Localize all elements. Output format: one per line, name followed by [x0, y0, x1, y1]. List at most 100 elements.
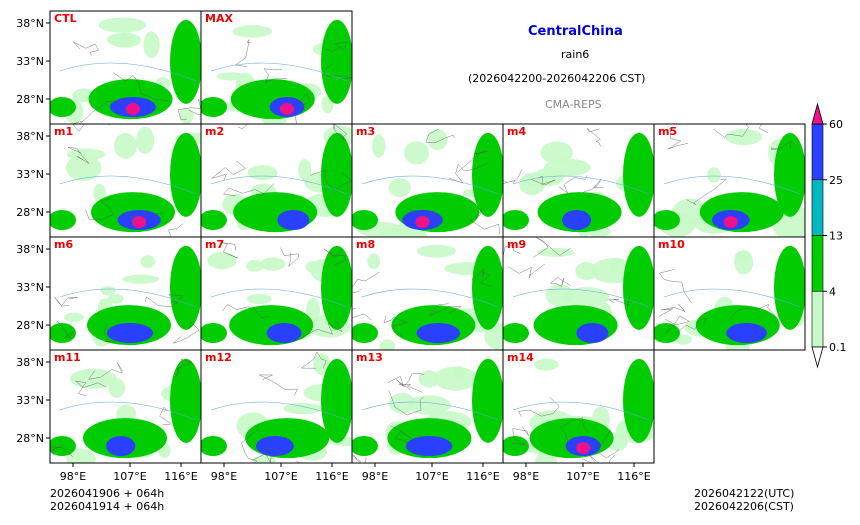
rain-area-heavy: [416, 323, 461, 344]
latitude-ticks: 38°N 33°N 28°N 38°N 33°N 28°N 38°N 33°N 28°N 38°N…: [16, 17, 50, 445]
y-tick-label: 28°N: [16, 206, 44, 219]
province-borders: [352, 372, 425, 463]
rain-area-light: [135, 126, 155, 154]
y-tick-label: 38°N: [16, 130, 44, 143]
panel-m12: m12: [200, 349, 353, 464]
panel-MAX: MAX: [200, 10, 353, 125]
colorbar-segment: [811, 179, 824, 236]
rain-area-moderate: [654, 323, 680, 344]
colorbar-tick-label: 13: [829, 230, 843, 243]
panel-frame: [502, 349, 655, 464]
panel-m7: m7: [200, 236, 353, 351]
panel-label: m14: [507, 351, 534, 364]
river-line: [210, 62, 348, 82]
rain-area-light: [283, 402, 323, 415]
province-borders: [211, 124, 352, 197]
rain-area-light: [416, 244, 457, 258]
province-borders: [352, 268, 492, 338]
rain-area-heavy: [277, 210, 310, 231]
panel-label: m4: [507, 125, 526, 138]
x-tick-label: 107°E: [415, 470, 448, 483]
rain-area-light: [379, 339, 396, 350]
river-line: [663, 175, 801, 195]
rain-area-heavy: [106, 436, 136, 457]
rain-area-moderate: [623, 358, 654, 443]
rain-area-light: [734, 250, 754, 275]
rain-area-light: [540, 141, 573, 165]
panel-m14: m14: [502, 349, 655, 464]
panel-label: m11: [54, 351, 81, 364]
panel-m4: m4: [502, 123, 655, 238]
rain-area-light: [100, 285, 116, 296]
valid-time-cst: 2026042206(CST): [694, 500, 794, 513]
x-tick-label: 116°E: [617, 470, 650, 483]
province-borders: [511, 396, 619, 463]
panel-label: CTL: [54, 12, 77, 25]
rain-area-moderate: [503, 323, 529, 344]
province-borders: [235, 38, 352, 124]
province-borders: [54, 294, 200, 344]
colorbar-tick-label: 0.1: [829, 341, 847, 354]
y-tick-label: 28°N: [16, 319, 44, 332]
panel-label: m1: [54, 125, 73, 138]
river-line: [59, 62, 197, 82]
x-tick-label: 107°E: [264, 470, 297, 483]
rain-area-moderate: [170, 245, 201, 330]
river-line: [59, 401, 197, 421]
province-borders: [67, 124, 183, 237]
panel-m10: m10: [653, 236, 806, 351]
panel-m6: m6: [49, 236, 202, 351]
rain-area-light: [252, 455, 276, 463]
rain-area-light: [427, 129, 448, 151]
panel-label: m10: [658, 238, 685, 251]
panel-frame: [653, 236, 806, 351]
rain-area-moderate: [503, 210, 529, 231]
panel-label: m7: [205, 238, 224, 251]
panel-label: m13: [356, 351, 383, 364]
x-tick-label: 116°E: [315, 470, 348, 483]
rain-area-moderate: [623, 132, 654, 217]
colorbar-segment: [811, 123, 824, 181]
river-line: [210, 288, 348, 308]
rain-area-light: [140, 255, 156, 269]
rain-area-moderate: [170, 358, 201, 443]
y-tick-label: 28°N: [16, 432, 44, 445]
panel-CTL: CTL: [49, 10, 202, 125]
rain-area-heavy: [255, 436, 294, 457]
rain-area-heavy: [266, 323, 302, 344]
rain-area-moderate: [472, 132, 503, 217]
rain-area-moderate: [201, 436, 227, 457]
rain-area-heavy: [106, 323, 154, 344]
rain-area-light: [247, 165, 278, 181]
panel-label: m5: [658, 125, 677, 138]
rain-area-moderate: [50, 210, 76, 231]
rain-area-extreme: [415, 216, 430, 229]
rain-area-light: [108, 377, 125, 398]
x-tick-label: 116°E: [466, 470, 499, 483]
rain-area-light: [306, 297, 321, 323]
rain-area-moderate: [321, 19, 352, 104]
y-tick-label: 38°N: [16, 17, 44, 30]
x-tick-label: 98°E: [60, 470, 86, 483]
panel-m11: m11: [49, 349, 202, 464]
colorbar-tick-label: 4: [829, 285, 836, 298]
rain-area-light: [216, 72, 246, 81]
colorbar-tick-label: 25: [829, 174, 843, 187]
river-line: [210, 175, 348, 195]
rain-area-moderate: [321, 132, 352, 217]
rain-area-extreme: [280, 103, 295, 116]
rain-area-light: [388, 178, 411, 198]
panel-m2: m2: [200, 123, 353, 238]
title-period: (2026042200-2026042206 CST): [468, 72, 646, 85]
rain-area-light: [534, 358, 559, 371]
rain-area-moderate: [352, 323, 378, 344]
rain-area-light: [537, 247, 574, 257]
province-borders: [222, 242, 346, 341]
rain-area-extreme: [723, 216, 738, 229]
rain-area-heavy: [726, 323, 767, 344]
y-tick-label: 38°N: [16, 243, 44, 256]
colorbar-extend-max: [811, 102, 824, 125]
rain-area-light: [65, 154, 102, 181]
rain-area-light: [246, 293, 272, 305]
